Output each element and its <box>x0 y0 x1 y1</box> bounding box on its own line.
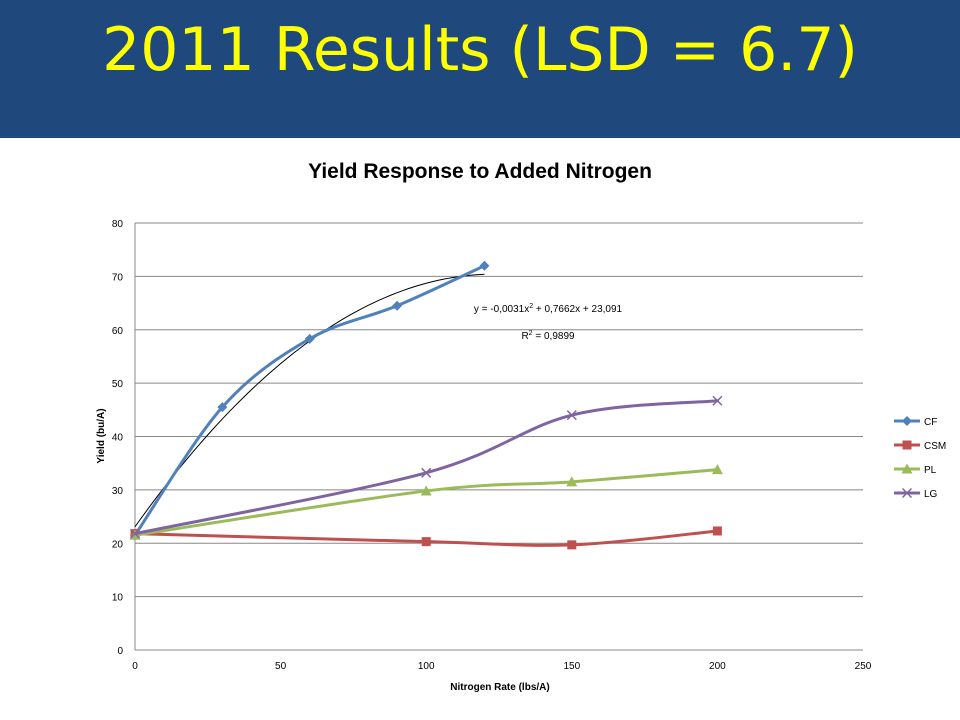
legend-marker <box>902 416 912 426</box>
legend-item-lg: LG <box>894 487 938 500</box>
x-tick-label: 250 <box>855 661 872 672</box>
chart-title: Yield Response to Added Nitrogen <box>308 160 652 183</box>
cf-line <box>133 264 486 537</box>
lg-point <box>712 395 723 406</box>
legend-label: CF <box>924 417 937 428</box>
x-axis-label: Nitrogen Rate (lbs/A) <box>450 682 549 693</box>
x-tick-label: 0 <box>132 661 138 672</box>
cf-point <box>304 333 315 344</box>
x-tick-labels: 0 50 100 150 200 250 <box>132 661 872 672</box>
legend-label: PL <box>924 465 937 476</box>
y-tick-label: 10 <box>112 593 124 604</box>
legend-item-csm: CSM <box>894 440 946 452</box>
title-banner: 2011 Results (LSD = 6.7) <box>0 0 960 138</box>
pl-point <box>566 476 578 487</box>
y-tick-label: 30 <box>112 486 124 497</box>
trendline-r-squared: R2 = 0,9899 <box>521 330 575 342</box>
legend-item-pl: PL <box>894 463 937 476</box>
trendline-equation: y = -0,0031x2 + 0,7662x + 23,091 <box>474 303 623 315</box>
legend-label: CSM <box>924 441 946 452</box>
series-pl <box>129 464 723 540</box>
legend: CF CSM PL LG <box>894 416 946 500</box>
legend-item-cf: CF <box>894 416 937 428</box>
legend-marker <box>901 463 913 474</box>
pl-point <box>711 464 723 475</box>
y-tick-label: 70 <box>112 272 124 283</box>
x-tick-label: 100 <box>418 661 435 672</box>
series-csm <box>130 526 722 550</box>
y-tick-label: 50 <box>112 379 124 390</box>
legend-label: LG <box>924 489 938 500</box>
lg-point <box>421 467 432 478</box>
csm-point <box>567 540 577 550</box>
axes <box>134 223 863 651</box>
y-tick-label: 40 <box>112 433 124 444</box>
lg-point <box>566 410 577 421</box>
series-group <box>129 260 723 550</box>
y-tick-labels: 0 10 20 30 40 50 60 70 80 <box>112 219 124 657</box>
lg-point <box>129 528 141 539</box>
x-tick-label: 150 <box>563 661 580 672</box>
csm-point <box>712 526 722 536</box>
csm-line <box>133 529 719 547</box>
pl-point <box>420 485 432 496</box>
pl-line <box>133 468 719 537</box>
y-tick-label: 80 <box>112 219 124 230</box>
y-tick-label: 20 <box>112 539 124 550</box>
x-tick-label: 50 <box>275 661 287 672</box>
y-tick-label: 60 <box>112 326 124 337</box>
csm-point <box>421 537 431 547</box>
slide-title: 2011 Results (LSD = 6.7) <box>102 15 858 85</box>
lg-line <box>133 399 719 536</box>
gridlines <box>135 222 863 598</box>
y-tick-label: 0 <box>117 646 123 657</box>
cf-point <box>217 402 228 413</box>
legend-marker <box>902 440 912 450</box>
y-axis-label: Yield (bu/A) <box>96 408 107 463</box>
x-tick-label: 200 <box>709 661 726 672</box>
cf-point <box>392 300 403 311</box>
cf-point <box>479 260 490 271</box>
series-lg <box>129 395 723 539</box>
legend-marker <box>901 487 913 499</box>
